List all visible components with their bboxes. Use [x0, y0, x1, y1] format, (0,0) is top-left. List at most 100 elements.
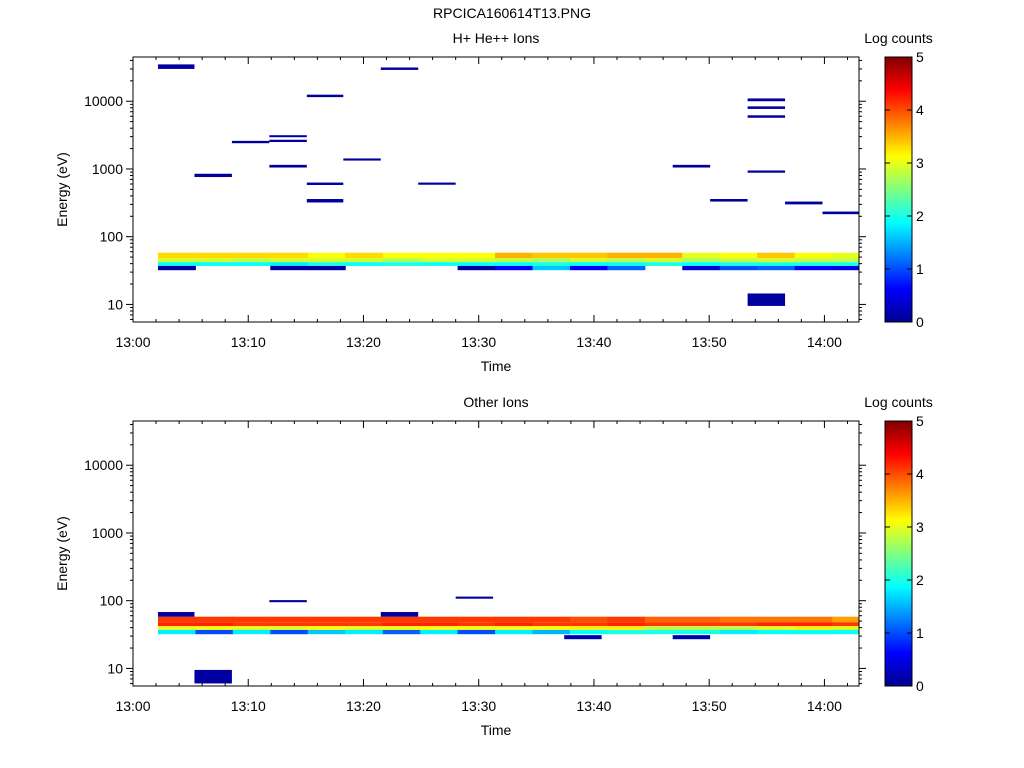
heatmap-cell: [607, 265, 646, 271]
heatmap-cell: [382, 252, 421, 259]
heatmap-cell: [794, 616, 833, 623]
heatmap-cell: [307, 252, 346, 259]
heatmap-cell: [457, 622, 496, 627]
heatmap-cell: [232, 258, 271, 263]
heatmap-cell: [564, 635, 602, 640]
colorbar-tick-label: 2: [916, 572, 924, 588]
heatmap-cell: [682, 626, 721, 630]
heatmap-cell: [682, 629, 721, 635]
heatmap-cell: [345, 626, 384, 630]
heatmap-cell: [532, 622, 571, 627]
heatmap-cell: [832, 616, 859, 623]
y-tick-label: 10000: [84, 457, 123, 473]
plot-frame: [132, 56, 860, 323]
heatmap-cell: [719, 616, 758, 623]
heatmap-cell: [157, 252, 196, 259]
x-tick-label: 13:30: [461, 698, 496, 714]
heatmap-cell: [231, 140, 270, 144]
heatmap-cell: [195, 258, 234, 263]
heatmap-cell: [420, 622, 459, 627]
colorbar-label: Log counts: [864, 30, 933, 46]
heatmap-cell: [719, 258, 758, 263]
heatmap-cell: [307, 616, 346, 623]
colorbar-tick-label: 0: [916, 314, 924, 330]
heatmap-cell: [157, 629, 196, 635]
colorbar-tick-label: 2: [916, 208, 924, 224]
y-axis-label: Energy (eV): [54, 516, 70, 591]
x-tick-label: 13:20: [346, 334, 381, 350]
heatmap-cell: [345, 629, 384, 635]
heatmap-cell: [157, 622, 196, 627]
colorbar: [884, 56, 913, 323]
heatmap-cell: [457, 265, 496, 271]
heatmap-cell: [157, 265, 196, 271]
heatmap-cell: [495, 262, 533, 266]
heatmap-cell: [832, 265, 859, 271]
heatmap-cell: [307, 265, 346, 271]
heatmap-cell: [232, 622, 271, 627]
heatmap-cell: [832, 252, 859, 259]
panel-title: H+ He++ Ions: [453, 30, 540, 46]
x-tick-label: 13:30: [461, 334, 496, 350]
heatmap-cell: [457, 616, 496, 623]
heatmap-cell: [757, 622, 796, 627]
y-tick-label: 10: [107, 296, 123, 312]
heatmap-cell: [569, 622, 608, 627]
heatmap-cell: [747, 115, 786, 118]
colorbar-tick-label: 3: [916, 519, 924, 535]
heatmap-cell: [232, 626, 271, 630]
heatmap-cell: [747, 98, 786, 102]
heatmap-cell: [757, 262, 796, 266]
heatmap-cell: [380, 612, 419, 617]
heatmap-cell: [532, 626, 571, 630]
heatmap-cell: [757, 626, 796, 630]
heatmap-cell: [532, 265, 571, 271]
heatmap-cell: [644, 629, 683, 635]
heatmap-cell: [532, 252, 571, 259]
heatmap-cell: [457, 252, 496, 259]
heatmap-cell: [232, 629, 271, 635]
heatmap-cell: [532, 616, 571, 623]
y-tick-label: 1000: [92, 161, 123, 177]
heatmap-cell: [157, 64, 195, 69]
heatmap-cell: [607, 626, 646, 630]
y-tick-label: 1000: [92, 525, 123, 541]
heatmap-cell: [757, 616, 796, 623]
heatmap-cell: [747, 293, 786, 306]
heatmap-cell: [794, 262, 833, 266]
heatmap-cell: [195, 252, 234, 259]
heatmap-cell: [269, 135, 307, 138]
heatmap-cell: [157, 626, 196, 630]
heatmap-cell: [457, 258, 496, 263]
heatmap-cell: [569, 258, 608, 263]
heatmap-cell: [269, 600, 307, 603]
heatmap-cell: [157, 612, 195, 617]
colorbar-tick-label: 3: [916, 155, 924, 171]
heatmap-cell: [270, 258, 309, 263]
y-axis-label: Energy (eV): [54, 152, 70, 227]
heatmap-cell: [607, 252, 646, 259]
heatmap-cell: [343, 158, 381, 161]
heatmap-cell: [607, 262, 646, 266]
x-axis-label: Time: [481, 358, 512, 374]
heatmap-cell: [307, 622, 346, 627]
heatmap-cell: [345, 262, 384, 266]
heatmap-cell: [457, 629, 496, 635]
heatmap-cell: [682, 616, 721, 623]
heatmap-cell: [832, 262, 859, 266]
heatmap-cell: [644, 262, 683, 266]
colorbar-label: Log counts: [864, 394, 933, 410]
y-tick-label: 10: [107, 660, 123, 676]
heatmap-cell: [832, 622, 859, 627]
heatmap-cell: [307, 258, 346, 263]
heatmap-cell: [232, 262, 271, 266]
heatmap-cell: [269, 139, 307, 143]
x-tick-label: 13:20: [346, 698, 381, 714]
heatmap-cell: [757, 629, 796, 635]
x-tick-label: 14:00: [807, 698, 842, 714]
heatmap-cell: [785, 201, 823, 205]
heatmap-cell: [307, 629, 346, 635]
panel-other-ions: 13:00 13:10 13:20 13:30 13:40 13:50 14:0010100…: [54, 394, 933, 738]
heatmap-cell: [757, 265, 796, 271]
heatmap-cell: [719, 622, 758, 627]
